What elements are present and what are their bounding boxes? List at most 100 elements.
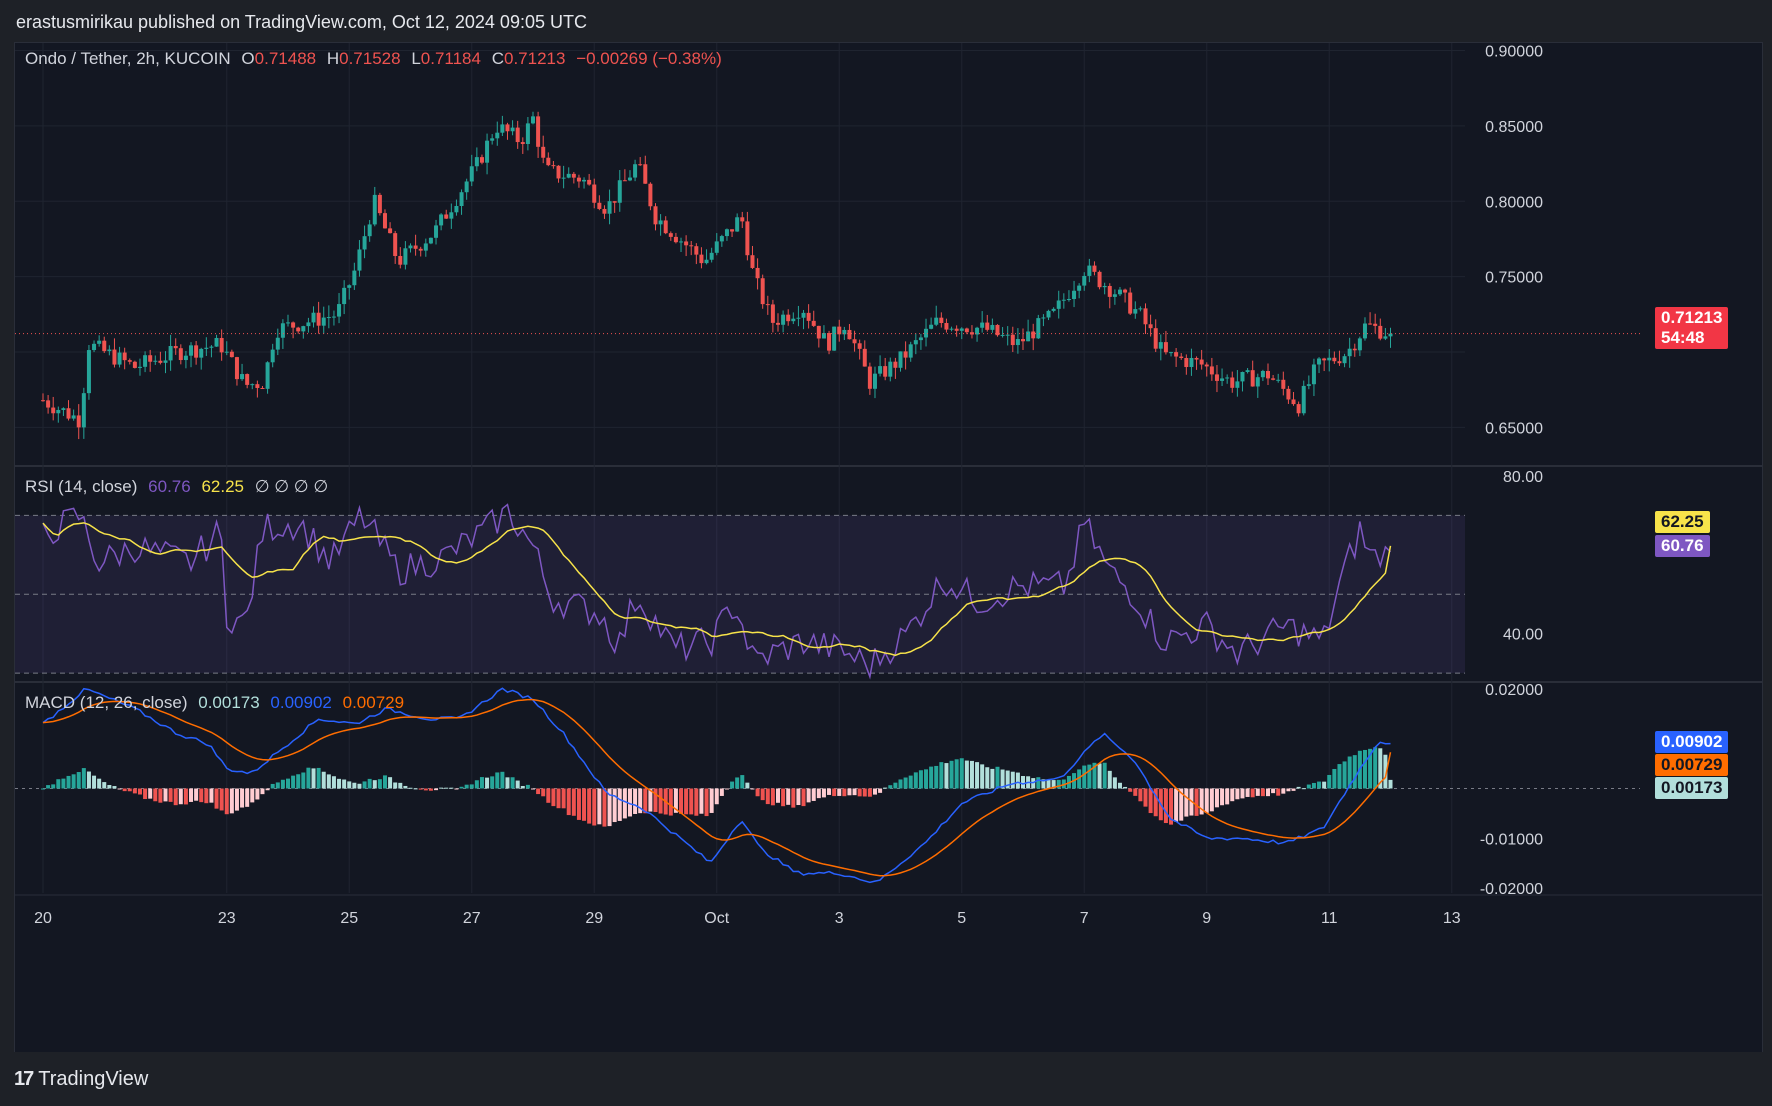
low-value: 0.71184 [420,49,481,68]
candle-body [1061,299,1066,301]
time-tick-label: Oct [704,910,729,927]
macd-histogram-bar [1383,754,1388,789]
candle-body [500,124,505,133]
macd-histogram-bar [357,783,362,789]
macd-histogram-bar [485,777,490,789]
candle-body [219,337,224,353]
candle-body [117,352,122,365]
macd-histogram-bar [510,777,515,789]
macd-histogram-bar [1311,782,1316,789]
high-label: H [326,49,340,68]
candle-body [1015,339,1020,346]
macd-histogram-bar [888,785,893,789]
chart-frame[interactable]: 20 23 25 27 29 Oct 3 5 7 9 11 13 0.90000 0.85000 0.800… [14,42,1763,1054]
rsi-ma-value: 62.25 [201,477,244,496]
macd-histogram-bar [321,771,326,789]
candle-body [816,325,821,339]
macd-histogram-bar [1266,788,1270,797]
candle-body [321,317,326,326]
price-tick-label: 0.90000 [1485,44,1543,61]
candle-body [541,146,546,158]
candle-body [107,349,112,352]
macd-histogram-bar [1255,788,1260,796]
candle-body [163,360,168,363]
candle-body [995,324,1000,336]
time-tick-label: 3 [835,910,844,927]
price-tick-label: 0.65000 [1485,420,1543,437]
macd-histogram-bar [1097,763,1102,789]
macd-histogram-bar [566,788,571,816]
macd-histogram-bar [153,788,158,802]
macd-histogram-bar [872,788,877,795]
candle-body [576,177,581,182]
macd-histogram-bar [520,785,525,789]
macd-histogram-bar [479,777,484,789]
candle-body [1031,331,1036,339]
macd-histogram-bar [469,784,474,789]
macd-histogram-bar [500,771,505,789]
macd-histogram-bar [183,788,188,805]
candle-body [857,343,862,349]
candle-body [888,361,893,377]
candle-body [770,304,775,323]
macd-label[interactable]: MACD (12, 26, close) [25,693,188,712]
macd-histogram-bar [143,788,148,800]
macd-histogram-bar [439,787,444,789]
macd-histogram-bar [1209,788,1214,812]
candle-body [214,337,219,347]
symbol-label[interactable]: Ondo / Tether, 2h, KUCOIN [25,49,231,68]
macd-histogram-bar [102,782,107,789]
rsi-tick-label: 80.00 [1503,469,1543,486]
candle-body [97,340,102,344]
signal-tag: 0.00729 [1655,754,1729,776]
macd-histogram-bar [939,762,944,789]
macd-histogram-bar [1260,788,1265,797]
macd-histogram-bar [1296,786,1301,789]
macd-histogram-bar [122,788,127,792]
last-price: 0.71213 [1661,308,1723,327]
candle-body [719,236,724,242]
tradingview-logo[interactable]: 17 TradingView [14,1068,148,1091]
candle-body [479,157,484,163]
candle-body [1250,370,1255,387]
macd-histogram-bar [867,788,872,797]
macd-histogram-bar [893,782,898,789]
time-tick-label: 20 [34,910,52,927]
candle-body [434,225,439,238]
candle-body [1128,292,1133,314]
rsi-ma-tag: 62.25 [1655,511,1710,533]
rsi-legend: RSI (14, close) 60.76 62.25 ∅ ∅ ∅ ∅ [25,477,334,497]
candle-body [852,339,857,344]
candle-body [587,179,592,185]
candle-body [1255,377,1260,387]
macd-histogram-bar [260,788,265,795]
candle-body [1296,404,1301,414]
macd-histogram-bar [837,788,842,796]
candle-body [1153,328,1158,349]
candle-body [1291,399,1296,405]
candle-body [755,267,760,279]
candle-body [679,241,684,243]
candle-body [86,350,91,394]
candle-body [934,317,939,325]
chart-canvas[interactable]: 20 23 25 27 29 Oct 3 5 7 9 11 13 0.90000 0.85000 0.800… [15,43,1762,1053]
candle-body [531,116,535,124]
macd-histogram-bar [924,769,929,789]
macd-histogram-bar [326,774,331,789]
candle-body [173,346,178,349]
candle-body [296,327,301,332]
candle-body [1112,294,1117,297]
candle-body [56,409,61,414]
candle-body [939,317,944,324]
macd-histogram-bar [1107,770,1112,789]
macd-histogram-bar [449,787,454,789]
macd-histogram-bar [643,788,648,814]
macd-histogram-bar [270,783,275,789]
macd-histogram-bar [1352,755,1357,789]
candle-body [1301,385,1306,414]
candle-body [704,259,709,264]
macd-histogram-bar [403,785,408,789]
rsi-label[interactable]: RSI (14, close) [25,477,138,496]
macd-histogram-bar [173,788,178,806]
macd-histogram-bar [56,779,61,789]
